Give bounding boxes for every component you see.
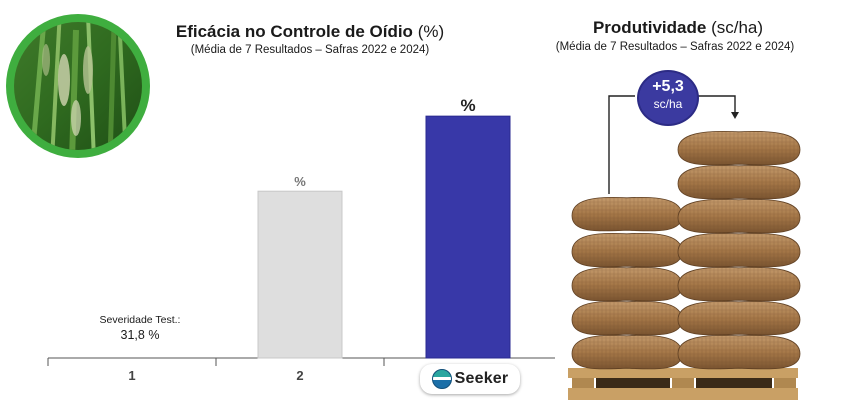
sack-texture (678, 335, 800, 369)
x-tick-label: 1 (128, 368, 135, 383)
sack-texture (678, 233, 800, 267)
severity-annotation: Severidade Test.: 31,8 % (92, 314, 188, 342)
left-chart-title-main: Eficácia no Controle de Oídio (175, 22, 413, 41)
bar-data-label: % (460, 96, 475, 115)
pallet (568, 368, 798, 400)
productivity-gain-badge: +5,3 sc/ha (637, 70, 699, 126)
sack-texture (572, 233, 682, 267)
wheat-photo (6, 14, 150, 158)
x-tick-label: 2 (296, 368, 303, 383)
badge-value: +5,3 (652, 78, 684, 95)
right-chart-subtitle: (Média de 7 Resultados – Safras 2022 e 2… (555, 41, 795, 53)
sack-stack-small (571, 197, 683, 370)
bar-series: 1% 2% (128, 96, 511, 383)
sack-texture (572, 197, 682, 231)
sack-stack-large (677, 131, 801, 370)
sack-texture (678, 267, 800, 301)
sack-texture (678, 131, 800, 165)
bar-data-label: % (294, 174, 306, 189)
severity-value: 31,8 % (120, 328, 160, 342)
sack-texture (678, 165, 800, 199)
left-chart-title: Eficácia no Controle de Oídio (%) (150, 22, 470, 42)
productivity-illustration (568, 95, 801, 400)
connector-right (698, 95, 736, 114)
left-chart-title-unit: (%) (417, 22, 445, 41)
sack-texture (572, 301, 682, 335)
bar-2 (257, 190, 343, 359)
right-chart-title-unit: (sc/ha) (711, 18, 764, 37)
seeker-logo-icon (431, 369, 452, 389)
sack-texture (572, 335, 682, 369)
badge-unit: sc/ha (653, 97, 683, 111)
left-chart-subtitle: (Média de 7 Resultados – Safras 2022 e 2… (190, 44, 430, 56)
connector-left (608, 95, 635, 194)
seeker-logo-badge: Seeker (420, 364, 520, 394)
sack-texture (678, 301, 800, 335)
bar-3 (425, 115, 511, 359)
seeker-brand-name: Seeker (454, 370, 509, 387)
sack-texture (678, 199, 800, 233)
right-chart-title: Produtividade (sc/ha) (548, 18, 808, 38)
arrow-head-icon (731, 112, 739, 119)
severity-label: Severidade Test.: (99, 314, 181, 326)
sack-texture (572, 267, 682, 301)
right-chart-title-main: Produtividade (592, 18, 707, 37)
